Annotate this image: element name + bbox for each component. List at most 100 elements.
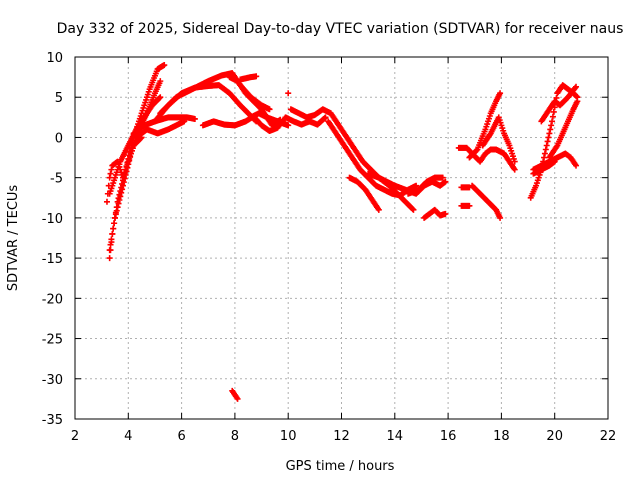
data-point <box>541 154 548 161</box>
x-tick-label: 8 <box>231 429 239 444</box>
data-point <box>285 90 292 97</box>
data-point <box>106 255 113 262</box>
data-point <box>375 206 382 213</box>
x-tick-labels: 2 4 6 8 10 12 14 16 18 20 22 <box>71 429 616 444</box>
data-point <box>542 146 549 153</box>
data-point <box>549 113 556 120</box>
data-point <box>191 115 198 122</box>
series-track-q <box>365 170 417 213</box>
x-tick-label: 6 <box>177 429 185 444</box>
data-point <box>546 130 553 137</box>
x-tick-label: 20 <box>546 429 563 444</box>
data-point <box>549 118 556 125</box>
data-point <box>473 147 480 154</box>
data-point <box>253 73 260 80</box>
series-track-y <box>458 202 473 209</box>
x-tick-label: 10 <box>280 429 297 444</box>
data-point <box>112 211 119 218</box>
data-point <box>543 142 550 149</box>
data-point <box>156 95 163 102</box>
series-track-t <box>421 206 449 221</box>
data-point <box>120 179 127 186</box>
x-tick-label: 22 <box>600 429 617 444</box>
series-track-ae <box>530 158 558 177</box>
data-series <box>103 62 581 402</box>
x-tick-label: 14 <box>387 429 404 444</box>
y-tick-labels: 10 5 0 -5 -10 -15 -20 -25 -30 -35 <box>42 51 63 428</box>
data-point <box>108 166 115 173</box>
series-track-o <box>325 118 420 199</box>
y-tick-label: -20 <box>42 292 63 307</box>
series-track-u <box>455 144 518 173</box>
data-point <box>110 225 117 232</box>
data-point <box>111 220 118 227</box>
data-point <box>107 170 114 177</box>
data-point <box>497 214 504 221</box>
data-point <box>106 174 113 181</box>
series-track-f <box>133 118 188 141</box>
y-tick-label: -10 <box>42 212 63 227</box>
data-point <box>573 162 580 169</box>
series-track-p <box>346 174 382 213</box>
data-point <box>266 106 273 113</box>
data-point <box>409 205 416 212</box>
series-track-af <box>229 387 241 402</box>
data-point <box>109 230 116 237</box>
series-track-s <box>405 174 446 197</box>
data-point <box>119 182 126 189</box>
series-track-z <box>469 182 504 221</box>
y-tick-label: -5 <box>50 172 63 187</box>
y-tick-label: 5 <box>55 91 63 106</box>
data-point <box>547 126 554 133</box>
data-point <box>573 83 580 90</box>
data-point <box>114 204 121 211</box>
data-point <box>277 116 284 123</box>
data-point <box>511 158 518 165</box>
series-track-l <box>247 110 284 129</box>
data-point <box>545 134 552 141</box>
data-point <box>119 186 126 193</box>
y-tick-label: 10 <box>46 51 63 66</box>
y-axis-label: SDTVAR / TECUs <box>6 185 21 292</box>
y-tick-label: -15 <box>42 252 63 267</box>
data-point <box>466 202 473 209</box>
data-point <box>497 90 504 97</box>
data-point <box>321 115 328 122</box>
data-point <box>572 84 579 91</box>
y-tick-label: -35 <box>42 413 63 428</box>
data-point <box>322 114 329 121</box>
data-point <box>115 200 122 207</box>
series-track-ac <box>538 83 580 125</box>
data-point <box>413 182 420 189</box>
data-point <box>117 193 124 200</box>
x-tick-label: 2 <box>71 429 79 444</box>
chart-title: Day 332 of 2025, Sidereal Day-to-day VTE… <box>57 21 624 37</box>
x-tick-label: 18 <box>493 429 510 444</box>
data-point <box>551 158 558 165</box>
x-tick-label: 12 <box>333 429 350 444</box>
data-point <box>157 78 164 85</box>
series-track-v <box>466 90 504 161</box>
data-point <box>442 210 449 217</box>
series-track-w <box>479 114 518 165</box>
data-point <box>181 118 188 125</box>
grid-lines <box>75 57 608 419</box>
series-track-m <box>287 106 398 189</box>
data-point <box>544 138 551 145</box>
x-tick-label: 16 <box>440 429 457 444</box>
series-track-j <box>237 73 260 83</box>
data-point <box>108 236 115 243</box>
data-point <box>113 207 120 214</box>
plot-frame <box>74 56 609 420</box>
data-point <box>103 198 110 205</box>
data-point <box>116 197 123 204</box>
y-tick-label: -30 <box>42 373 63 388</box>
y-tick-label: 0 <box>55 131 63 146</box>
data-point <box>442 178 449 185</box>
data-point <box>157 94 164 101</box>
data-point <box>410 206 417 213</box>
data-point <box>234 395 241 402</box>
data-point <box>439 174 446 181</box>
data-point <box>111 214 118 221</box>
